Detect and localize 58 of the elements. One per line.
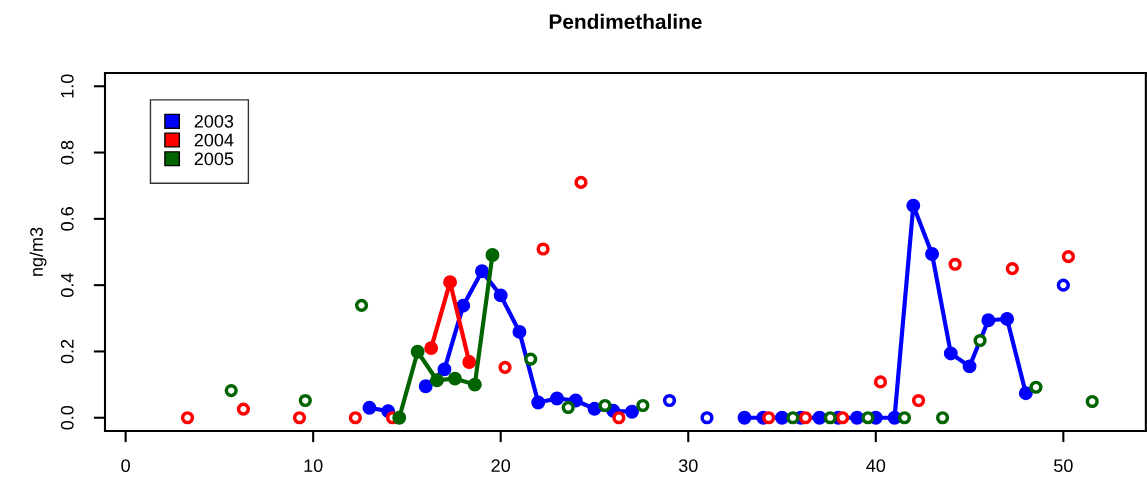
point — [850, 410, 864, 425]
y-tick-label: 0.2 — [60, 339, 74, 364]
point — [836, 411, 850, 425]
x-tick-label: 20 — [491, 459, 511, 473]
point — [392, 410, 407, 425]
point — [948, 257, 962, 271]
point — [485, 248, 500, 262]
point — [348, 411, 362, 425]
y-axis-title: ng/m3 — [29, 227, 47, 276]
x-tick-label: 30 — [678, 459, 698, 473]
x-tick-label: 10 — [304, 459, 323, 473]
y-tick-label: 0.0 — [60, 405, 74, 430]
point — [1085, 394, 1099, 409]
point — [962, 359, 977, 374]
y-tick-label: 0.8 — [60, 140, 74, 165]
point — [574, 175, 588, 189]
point — [298, 393, 312, 408]
point — [935, 411, 950, 425]
point — [536, 242, 550, 256]
point — [636, 398, 650, 413]
point — [925, 247, 940, 261]
legend-label: 2003 — [194, 114, 234, 128]
point — [911, 393, 926, 408]
x-tick-label: 40 — [866, 459, 886, 473]
point — [236, 402, 251, 416]
point — [762, 411, 776, 425]
point — [786, 411, 800, 425]
point — [292, 411, 307, 425]
point — [1005, 261, 1019, 276]
chart-title: Pendimethaline — [549, 13, 702, 30]
point — [973, 333, 987, 348]
point — [362, 400, 377, 415]
point — [737, 410, 752, 425]
point — [180, 411, 195, 425]
y-tick-label: 0.4 — [60, 273, 74, 297]
point — [612, 411, 626, 425]
point — [897, 411, 912, 425]
y-tick-label: 1.0 — [60, 74, 74, 98]
legend-label: 2004 — [194, 133, 234, 147]
point — [410, 344, 425, 359]
point — [861, 411, 875, 425]
x-tick-label: 50 — [1054, 459, 1073, 473]
point — [798, 411, 813, 425]
point — [823, 411, 837, 425]
point — [943, 346, 958, 361]
legend-label: 2005 — [194, 152, 234, 166]
point — [224, 383, 238, 398]
point — [354, 298, 369, 312]
point — [775, 410, 789, 425]
point — [1061, 250, 1075, 264]
point — [1018, 386, 1033, 401]
point — [873, 375, 888, 389]
point — [981, 313, 996, 328]
point — [906, 198, 921, 213]
point — [1029, 380, 1043, 394]
y-tick-label: 0.6 — [60, 207, 74, 231]
x-tick-label: 0 — [121, 459, 130, 473]
point — [1000, 312, 1015, 326]
